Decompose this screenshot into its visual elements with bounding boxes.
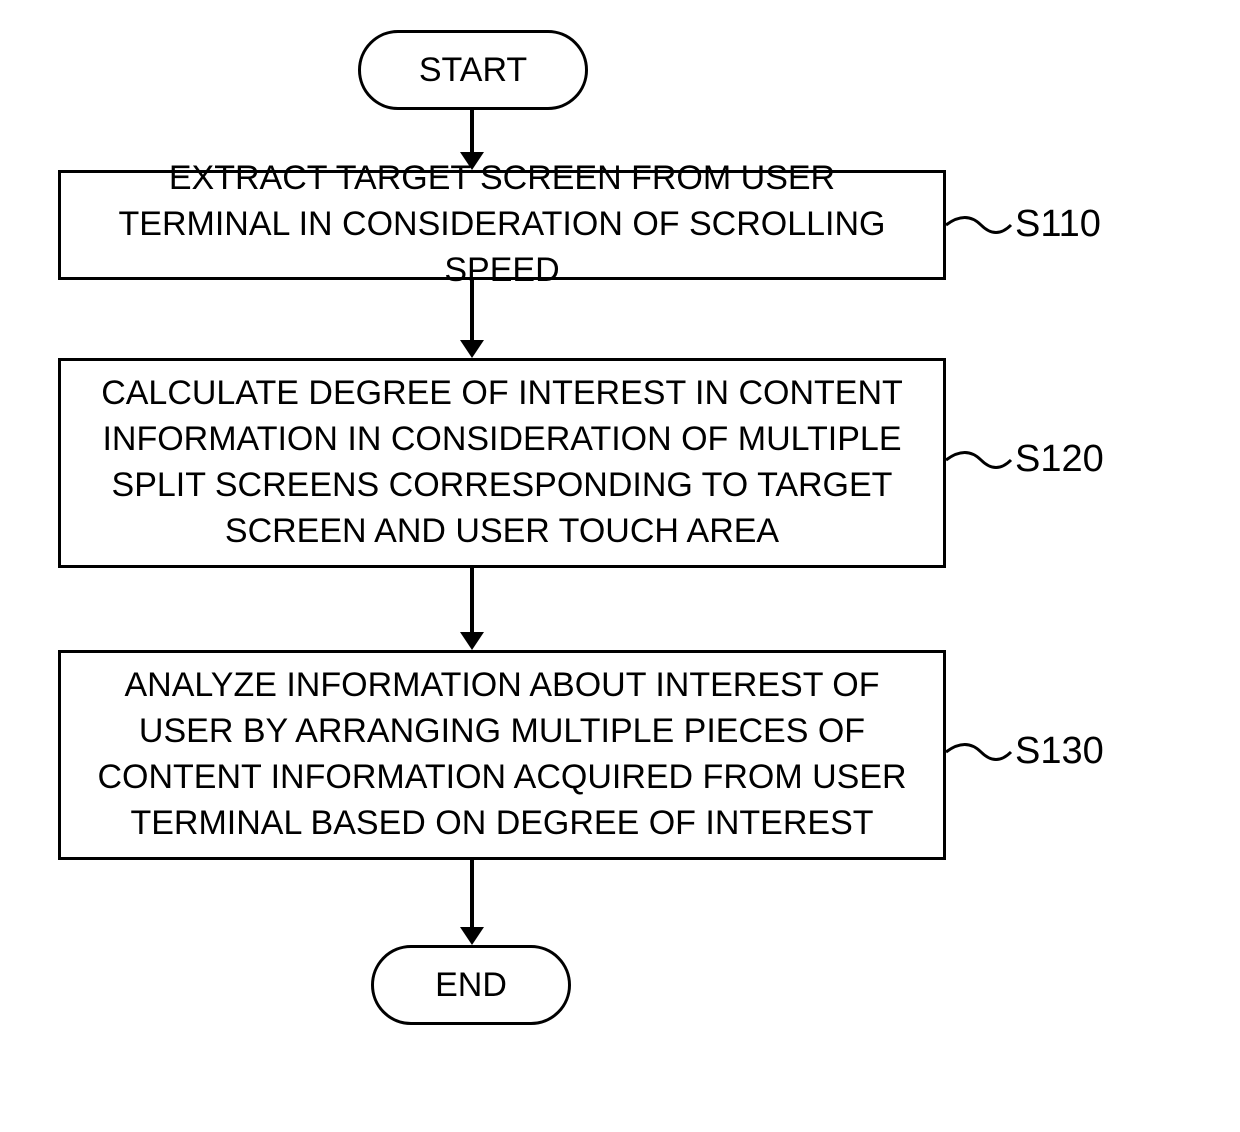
connector-s110: [946, 205, 1016, 245]
end-text: END: [435, 966, 507, 1005]
arrow-3: [470, 568, 474, 634]
arrow-4-head: [460, 927, 484, 945]
process-s110: EXTRACT TARGET SCREEN FROM USER TERMINAL…: [58, 170, 946, 280]
start-terminal: START: [358, 30, 588, 110]
s120-text: CALCULATE DEGREE OF INTEREST IN CONTENT …: [81, 371, 923, 555]
start-text: START: [419, 51, 527, 90]
connector-s130: [946, 732, 1016, 772]
arrow-4: [470, 860, 474, 930]
s130-text: ANALYZE INFORMATION ABOUT INTEREST OF US…: [81, 663, 923, 847]
connector-s120: [946, 440, 1016, 480]
process-s130: ANALYZE INFORMATION ABOUT INTEREST OF US…: [58, 650, 946, 860]
arrow-2: [470, 280, 474, 342]
flowchart-container: START EXTRACT TARGET SCREEN FROM USER TE…: [0, 0, 1240, 1132]
label-s110: S110: [1015, 203, 1101, 246]
label-s130: S130: [1015, 730, 1104, 773]
arrow-2-head: [460, 340, 484, 358]
end-terminal: END: [371, 945, 571, 1025]
arrow-3-head: [460, 632, 484, 650]
process-s120: CALCULATE DEGREE OF INTEREST IN CONTENT …: [58, 358, 946, 568]
s110-text: EXTRACT TARGET SCREEN FROM USER TERMINAL…: [81, 156, 923, 294]
label-s120: S120: [1015, 438, 1104, 481]
arrow-1: [470, 110, 474, 155]
